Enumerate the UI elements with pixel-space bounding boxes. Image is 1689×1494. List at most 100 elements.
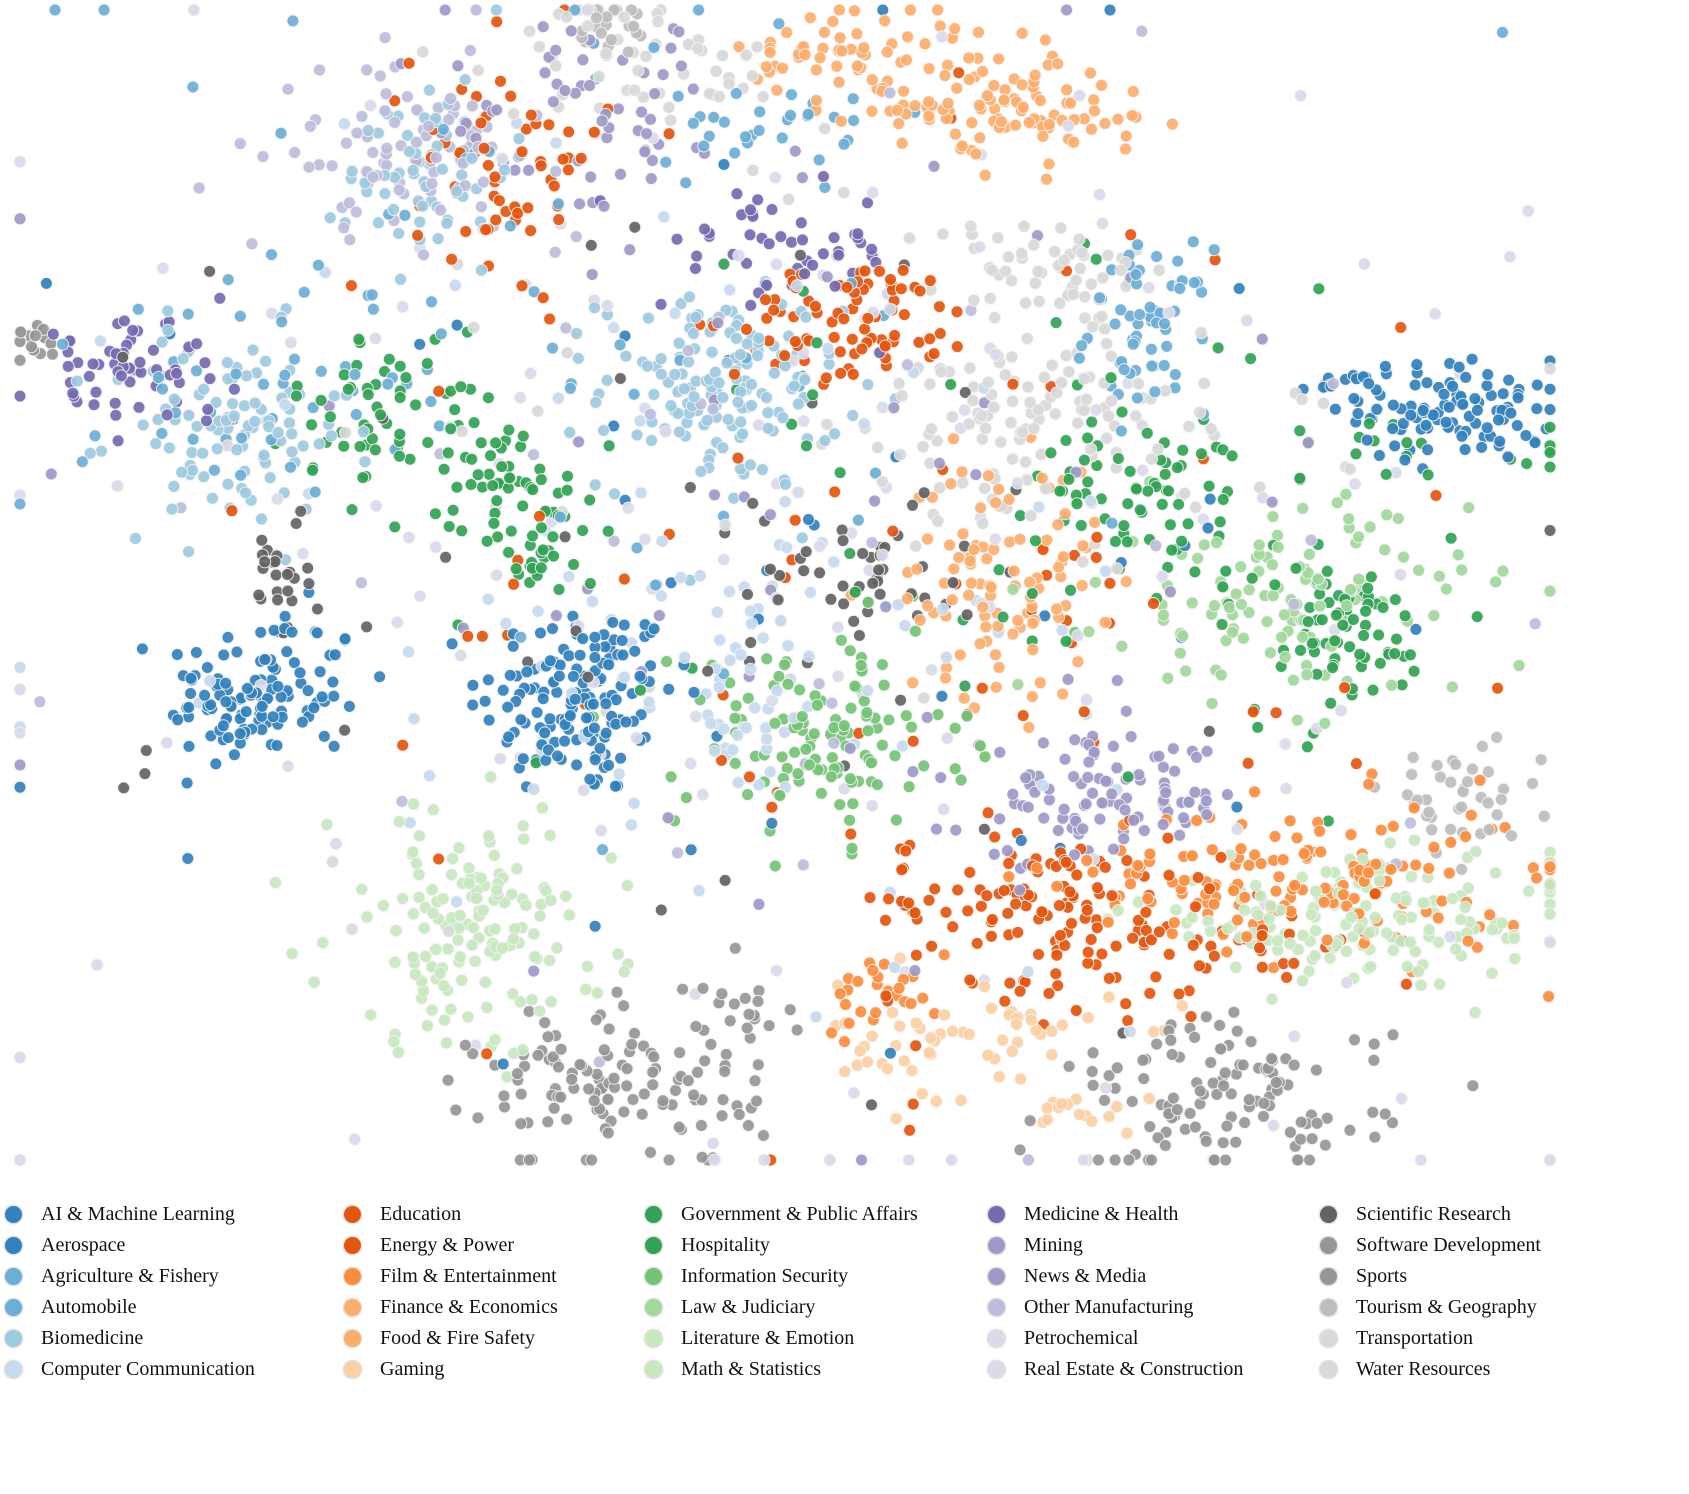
data-point [590,11,603,25]
data-point [546,95,560,109]
data-point [834,366,848,380]
data-point [1091,881,1104,895]
data-point [1215,618,1229,631]
data-point [1141,484,1155,498]
data-point [795,171,809,185]
data-point [662,127,676,141]
data-point [695,1150,709,1164]
data-point [494,74,507,88]
data-point [1254,889,1268,903]
data-point [935,689,949,703]
data-point [1133,308,1147,321]
data-point [412,890,426,904]
data-point [1132,377,1145,391]
data-point [1329,608,1343,622]
data-point [865,1098,878,1112]
data-point [970,936,984,950]
data-point [899,709,913,723]
legend-marker [344,1360,361,1378]
data-point [1224,1087,1238,1101]
data-point [1208,599,1221,613]
data-point [987,79,1001,92]
data-point [948,721,962,735]
data-point [436,892,450,906]
data-point [1435,894,1449,908]
data-point [1394,568,1407,582]
data-point [858,322,872,336]
data-point [303,119,317,133]
data-point [796,858,810,872]
data-point [512,132,526,146]
data-point [630,541,644,555]
legend-marker [5,1267,22,1285]
legend-marker [1320,1329,1337,1347]
data-point [259,354,273,368]
data-point [1006,394,1019,408]
data-point [516,429,530,443]
data-point [1114,303,1128,317]
data-point [712,90,726,104]
data-point [1336,888,1350,902]
data-point [732,249,746,263]
data-point [562,570,576,584]
data-point [922,1046,936,1060]
data-point [1022,116,1036,129]
legend-label: Biomedicine [41,1326,144,1349]
data-point [647,622,661,636]
data-point [873,264,886,278]
data-point [1362,777,1376,791]
legend-marker [988,1329,1005,1347]
data-point [554,1090,568,1104]
data-point [633,414,647,428]
data-point [1485,966,1499,980]
data-point [934,771,948,785]
data-point [782,192,796,206]
data-point [343,233,357,247]
data-point [865,536,879,550]
data-point [1227,1005,1241,1019]
data-point [1201,521,1215,535]
data-point [1072,232,1086,246]
data-point [288,352,301,366]
data-point [1057,802,1071,816]
data-point [305,418,319,432]
data-point [353,440,367,453]
data-point [46,347,59,361]
legend-marker [988,1205,1005,1223]
data-point [601,1126,615,1140]
data-point [855,1153,868,1167]
data-point [1388,439,1402,453]
data-point [514,1117,528,1131]
data-point [1082,625,1096,639]
data-point [563,426,577,439]
data-point [1363,520,1377,534]
data-point [672,25,686,39]
data-point [832,75,846,89]
data-point [1347,392,1361,405]
data-point [1373,656,1387,670]
data-point [1543,403,1557,416]
data-point [803,11,817,25]
data-point [917,759,931,773]
data-point [409,398,423,412]
data-point [338,426,352,440]
data-point [1078,290,1092,304]
data-point [1006,452,1019,466]
data-point [1003,976,1017,990]
data-point [392,227,406,240]
data-point [689,310,703,324]
data-point [846,797,860,811]
data-point [776,61,789,75]
data-point [976,517,990,530]
data-point [376,899,390,913]
data-point [434,203,448,217]
data-point [727,367,741,381]
data-point [734,648,748,662]
data-point [785,88,798,102]
data-point [833,798,847,812]
data-point [358,455,372,469]
data-point [474,436,488,450]
data-point [167,392,181,406]
data-point [547,549,561,563]
legend-label: Medicine & Health [1024,1202,1179,1225]
